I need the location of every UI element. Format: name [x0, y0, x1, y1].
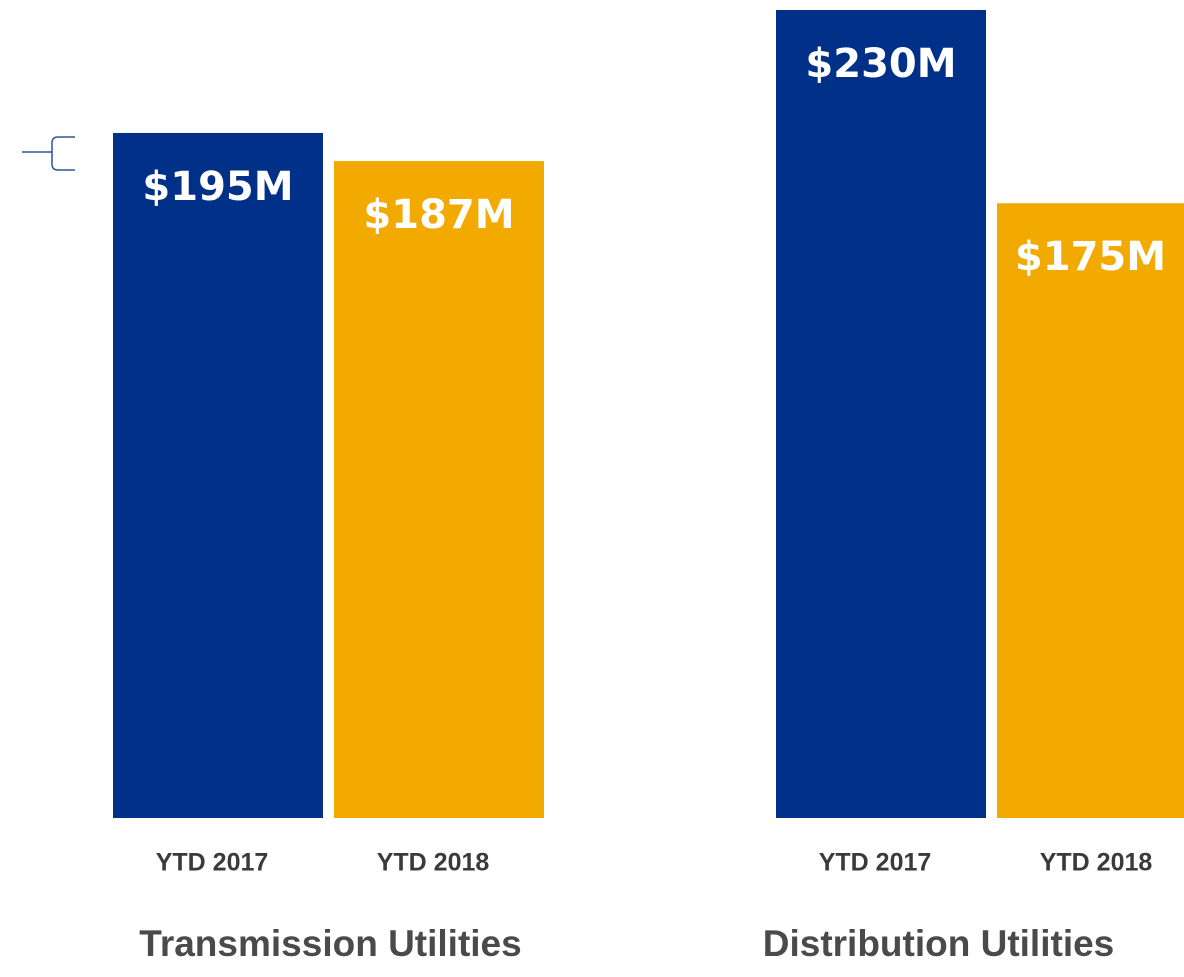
- value-label: $230M: [805, 41, 956, 87]
- x-tick-label: YTD 2018: [377, 849, 490, 877]
- value-label: $187M: [363, 192, 514, 238]
- group-title: Distribution Utilities: [763, 923, 1115, 964]
- x-tick-label: YTD 2017: [156, 849, 269, 877]
- value-label: $175M: [1015, 234, 1166, 280]
- x-tick-label: YTD 2017: [819, 849, 932, 877]
- group-title: Transmission Utilities: [139, 923, 521, 964]
- bar: [113, 132, 323, 818]
- x-tick-label: YTD 2018: [1040, 849, 1153, 877]
- value-label: $195M: [142, 164, 293, 210]
- bar: [334, 161, 544, 819]
- bar: [997, 203, 1184, 818]
- bracket-icon: [22, 136, 75, 171]
- bar: [776, 10, 986, 818]
